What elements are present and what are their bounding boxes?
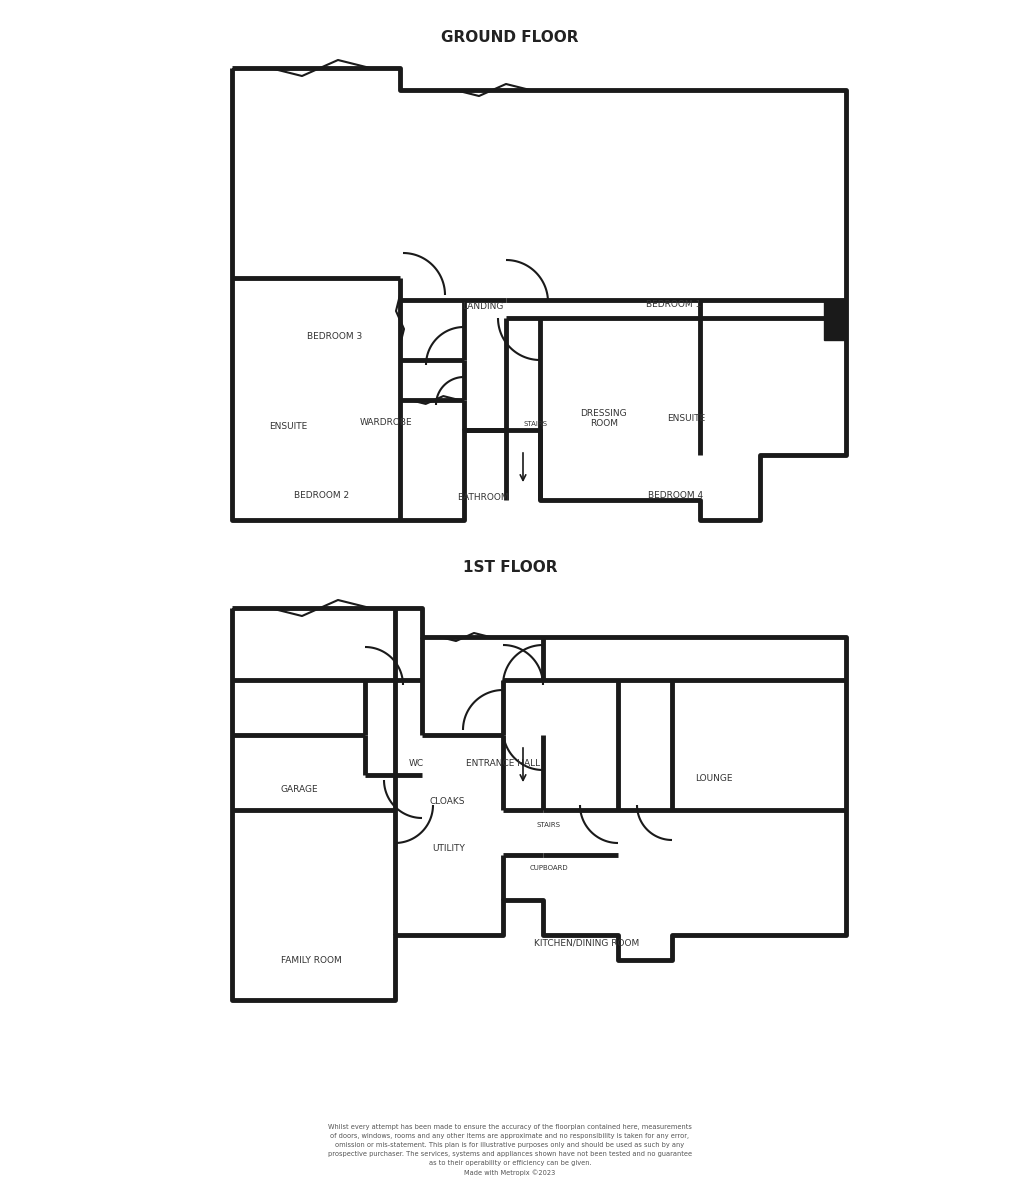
Text: CUPBOARD: CUPBOARD [529,864,568,871]
Text: FAMILY ROOM: FAMILY ROOM [280,956,341,966]
Text: LOUNGE: LOUNGE [695,773,732,783]
Text: GROUND FLOOR: GROUND FLOOR [441,31,578,46]
Text: LANDING: LANDING [462,302,502,311]
Text: BEDROOM 3: BEDROOM 3 [307,331,362,341]
Text: WC: WC [409,759,423,769]
Text: BEDROOM 4: BEDROOM 4 [647,490,702,500]
Text: KITCHEN/DINING ROOM: KITCHEN/DINING ROOM [533,938,639,948]
Text: DRESSING
ROOM: DRESSING ROOM [580,409,627,428]
Text: ENSUITE: ENSUITE [269,422,308,432]
Text: BEDROOM 1: BEDROOM 1 [645,299,700,309]
Text: Whilst every attempt has been made to ensure the accuracy of the floorplan conta: Whilst every attempt has been made to en… [328,1124,691,1175]
Text: BEDROOM 2: BEDROOM 2 [293,490,348,500]
Text: GARAGE: GARAGE [280,785,317,795]
Text: BATHROOM: BATHROOM [457,493,507,502]
Text: UTILITY: UTILITY [432,844,465,854]
Text: WARDROBE: WARDROBE [359,417,412,427]
Text: ENSUITE: ENSUITE [666,414,705,423]
Text: CLOAKS: CLOAKS [429,797,464,806]
Bar [823,299,845,340]
Text: 1ST FLOOR: 1ST FLOOR [463,560,556,574]
Text: ENTRANCE HALL: ENTRANCE HALL [466,759,539,769]
Text: STAIRS: STAIRS [523,421,547,428]
Text: STAIRS: STAIRS [536,822,560,829]
